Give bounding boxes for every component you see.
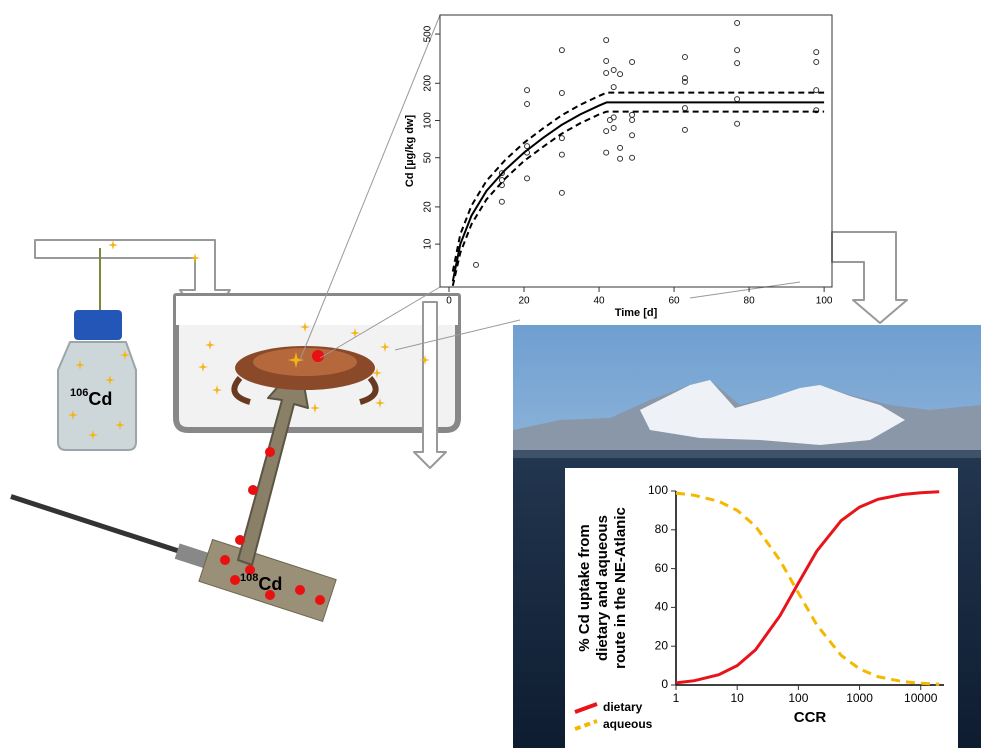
y-tick-label: 50 (423, 152, 434, 164)
data-point (558, 89, 565, 96)
legend-label: aqueous (603, 717, 653, 731)
data-point (610, 124, 617, 131)
x-tick-label: 60 (669, 296, 681, 307)
data-point (813, 49, 820, 56)
y-tick-label: 20 (423, 201, 434, 213)
isotope-element: Cd (88, 389, 112, 409)
y-axis-label: dietary and aqueous (594, 515, 611, 661)
series-line (451, 91, 825, 272)
series-line (451, 101, 825, 282)
y-tick-label: 80 (655, 522, 669, 536)
x-tick-label: 40 (593, 296, 605, 307)
data-point (617, 144, 624, 151)
plot-frame (439, 14, 833, 288)
chart2-panel (565, 468, 958, 748)
data-point (629, 59, 636, 66)
legend-swatch (574, 702, 598, 714)
data-point (473, 261, 480, 268)
data-point (734, 20, 741, 27)
y-tick-label: 20 (655, 638, 669, 652)
data-point (734, 60, 741, 67)
isotope-label: 106Cd (70, 387, 112, 409)
y-tick-label: 500 (423, 25, 434, 42)
isotope-mass: 106 (70, 387, 88, 399)
y-tick-label: 0 (661, 677, 668, 691)
data-point (524, 143, 531, 150)
x-tick-label: 20 (518, 296, 530, 307)
data-point (813, 59, 820, 66)
y-tick-label: 100 (648, 483, 668, 497)
isotope-mass: 108 (240, 572, 258, 584)
legend-label: dietary (603, 700, 643, 714)
data-point (610, 67, 617, 74)
y-tick-label: 40 (655, 600, 669, 614)
series-line (675, 490, 940, 685)
series-line (451, 110, 825, 287)
data-point (734, 120, 741, 127)
data-point (734, 47, 741, 54)
data-point (629, 132, 636, 139)
data-point (524, 100, 531, 107)
x-tick-label: 80 (744, 296, 756, 307)
data-point (603, 57, 610, 64)
isotope-label: 108Cd (240, 572, 282, 594)
data-point (498, 198, 505, 205)
legend-swatch (574, 719, 598, 731)
data-point (681, 105, 688, 112)
data-point (498, 177, 505, 184)
data-point (524, 87, 531, 94)
data-point (603, 37, 610, 44)
data-point (734, 96, 741, 103)
data-point (629, 111, 636, 118)
x-tick-label: 1 (673, 691, 680, 705)
data-point (813, 87, 820, 94)
data-point (681, 78, 688, 85)
data-point (498, 170, 505, 177)
x-tick-label: 10 (731, 691, 745, 705)
x-tick-label: 0 (446, 296, 452, 307)
data-point (603, 70, 610, 77)
x-tick-label: 100 (788, 691, 808, 705)
data-point (629, 116, 636, 123)
x-axis-label: CCR (794, 709, 827, 726)
data-point (603, 149, 610, 156)
data-point (610, 84, 617, 91)
data-point (524, 175, 531, 182)
y-axis-label: Cd [µg/kg dw] (404, 115, 416, 188)
x-axis-label: Time [d] (615, 307, 658, 319)
illustration (10, 14, 908, 622)
data-point (603, 128, 610, 135)
series-line (675, 491, 940, 686)
data-point (610, 114, 617, 121)
isotope-element: Cd (258, 574, 282, 594)
data-point (617, 155, 624, 162)
data-point (558, 151, 565, 158)
x-tick-label: 1000 (846, 691, 873, 705)
data-point (629, 154, 636, 161)
y-axis-label: % Cd uptake from (576, 524, 593, 652)
x-tick-label: 100 (816, 296, 833, 307)
data-point (617, 71, 624, 78)
data-point (681, 54, 688, 61)
data-point (813, 107, 820, 114)
data-point (558, 135, 565, 142)
data-point (558, 47, 565, 54)
x-tick-label: 10000 (904, 691, 938, 705)
y-tick-label: 100 (423, 112, 434, 129)
y-tick-label: 10 (423, 238, 434, 250)
data-point (681, 126, 688, 133)
data-point (558, 189, 565, 196)
y-tick-label: 200 (423, 74, 434, 91)
data-point (681, 75, 688, 82)
y-tick-label: 60 (655, 561, 669, 575)
y-axis-label: route in the NE-Atlanic (612, 507, 629, 669)
